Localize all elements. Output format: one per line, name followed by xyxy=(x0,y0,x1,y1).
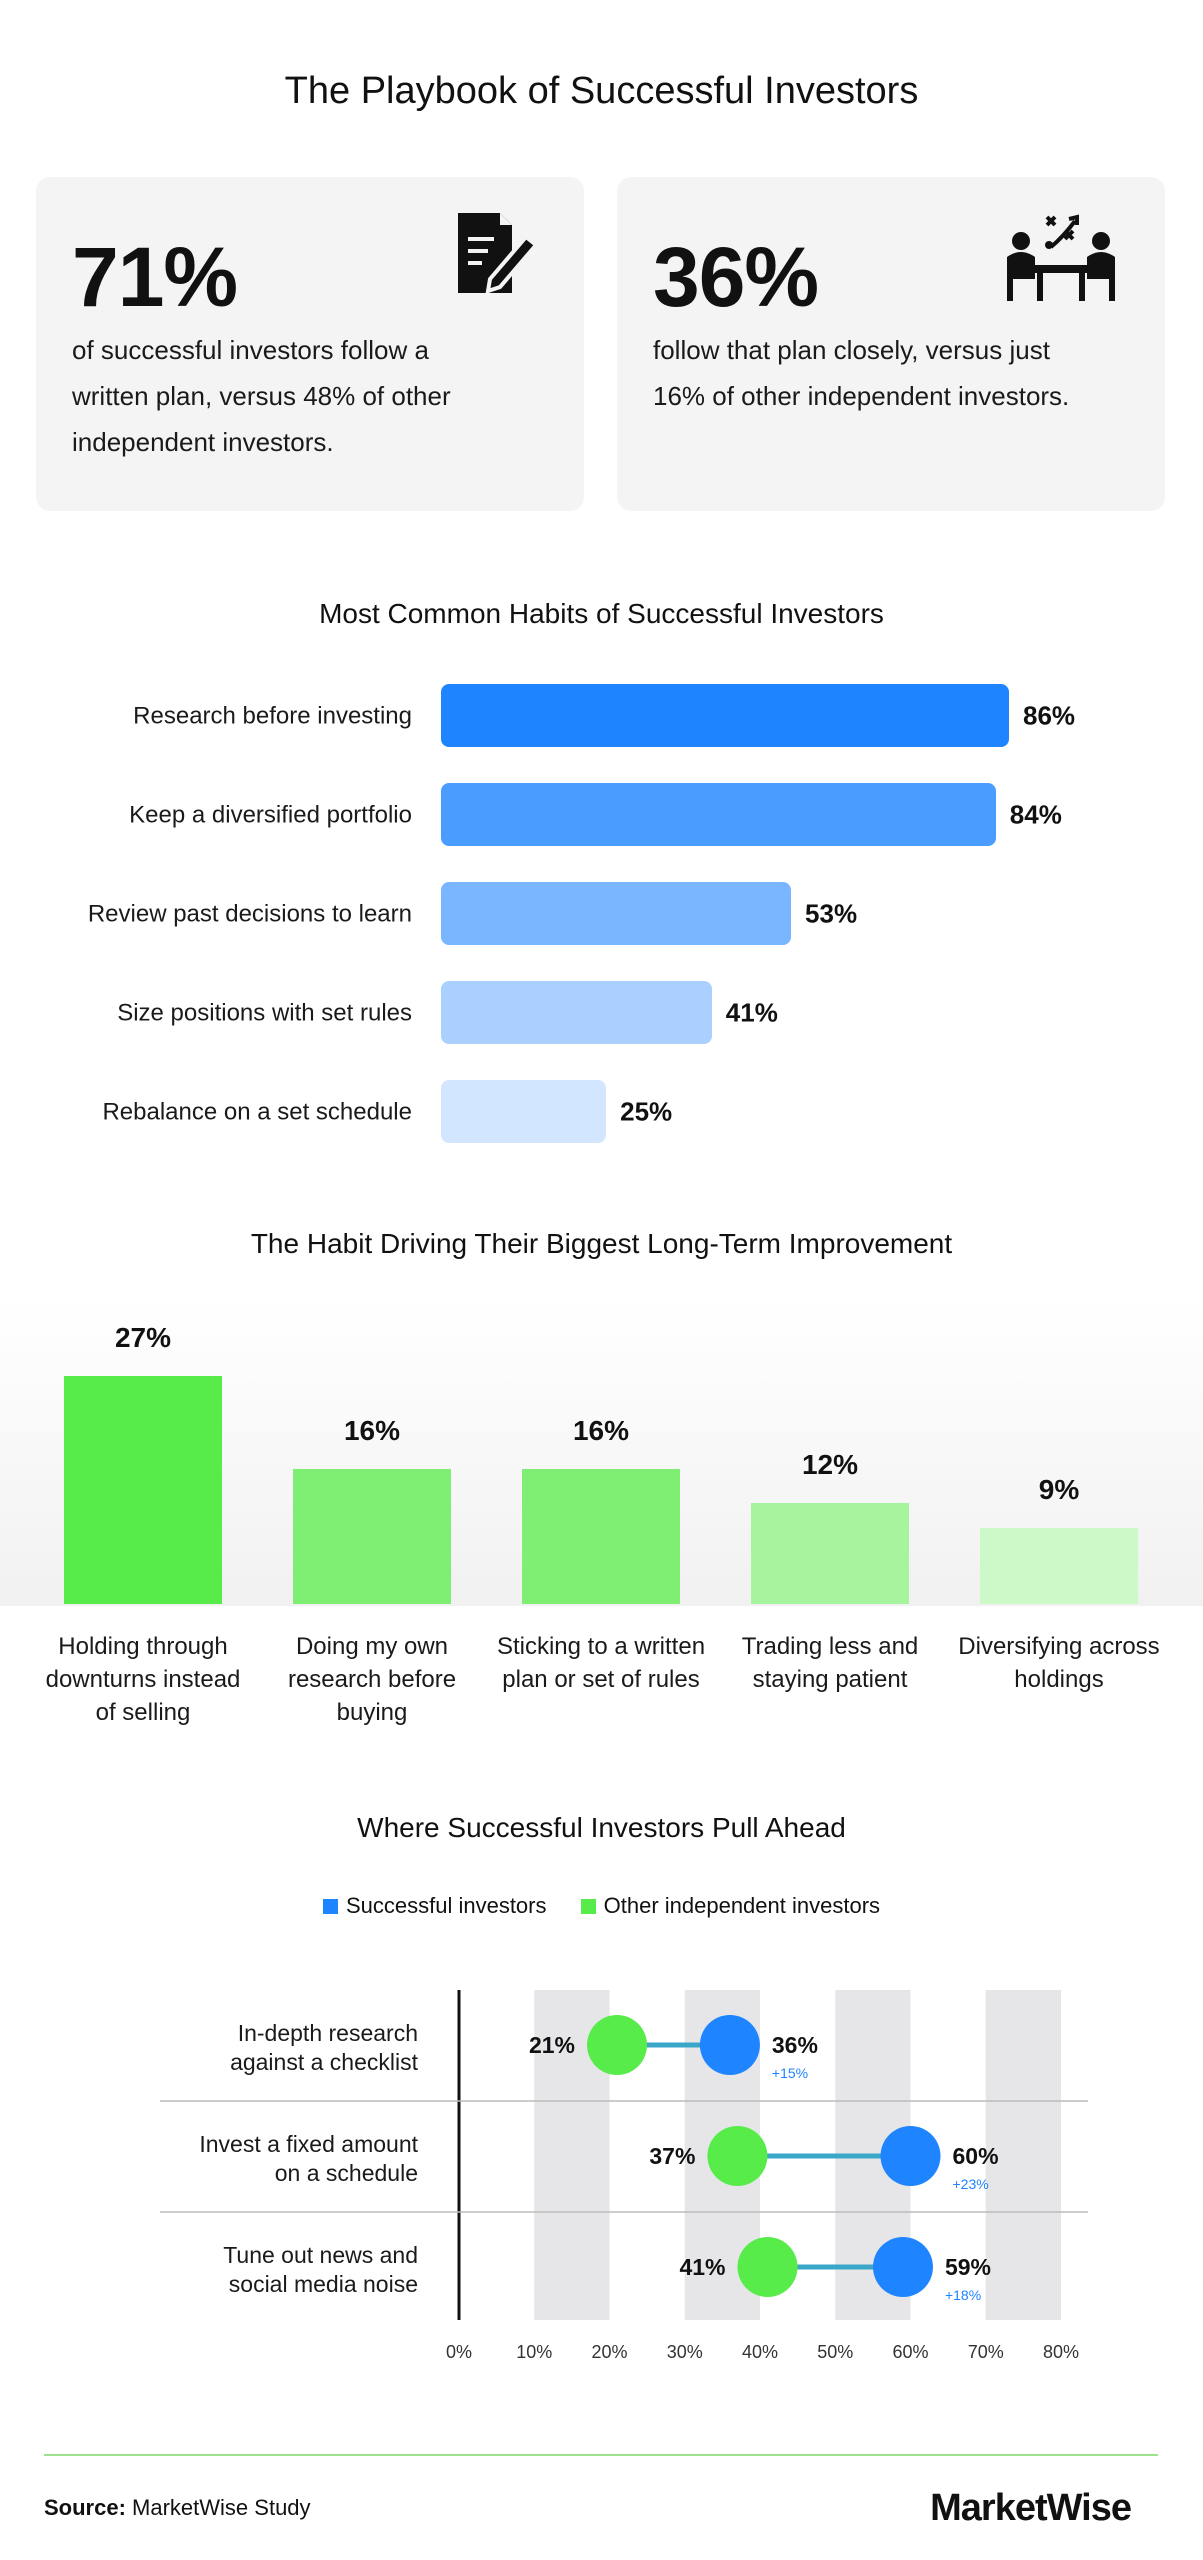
point-other-investors xyxy=(737,2237,798,2297)
stat-text: of successful investors follow a written… xyxy=(72,335,451,457)
x-tick-label: 80% xyxy=(1043,2342,1079,2362)
bar-value-label: 84% xyxy=(1009,799,1062,829)
legend-item-other: Other independent investors xyxy=(580,1893,881,1919)
footer-divider xyxy=(44,2454,1158,2456)
x-tick-label: 10% xyxy=(516,2342,552,2362)
point-other-investors xyxy=(587,2015,648,2075)
x-tick-label: 60% xyxy=(892,2342,928,2362)
column-category-label: Diversifying across holdings xyxy=(958,1633,1160,1693)
legend-item-successful: Successful investors xyxy=(322,1893,547,1919)
difference-label: +18% xyxy=(945,2287,981,2303)
written-plan-icon xyxy=(450,207,540,302)
other-value-label: 37% xyxy=(649,2143,695,2169)
x-tick-label: 20% xyxy=(591,2342,627,2362)
stat-value: 36% xyxy=(653,230,819,324)
point-successful-investors xyxy=(880,2126,941,2186)
column-value-label: 12% xyxy=(801,1448,859,1480)
column-category-label: Sticking to a written plan or set of rul… xyxy=(496,1633,706,1693)
legend-swatch-green xyxy=(580,1899,596,1914)
bar xyxy=(441,882,792,945)
difference-label: +23% xyxy=(953,2176,989,2192)
column xyxy=(980,1528,1138,1604)
bar xyxy=(441,981,712,1044)
stat-card-written-plan: 71% of successful investors follow a wri… xyxy=(36,177,584,511)
source-text: MarketWise Study xyxy=(132,2495,311,2520)
habits-chart-title: Most Common Habits of Successful Investo… xyxy=(319,598,884,629)
bar-category-label: Rebalance on a set schedule xyxy=(102,1098,412,1125)
successful-value-label: 60% xyxy=(953,2143,999,2169)
bar xyxy=(441,684,1009,747)
page-title: The Playbook of Successful Investors xyxy=(284,70,919,112)
column-category-label: Holding through downturns instead of sel… xyxy=(45,1633,241,1726)
stat-card-follow-plan: 36% follow that plan closely, versus jus… xyxy=(617,177,1165,511)
successful-value-label: 36% xyxy=(772,2032,818,2058)
x-tick-label: 30% xyxy=(667,2342,703,2362)
legend-swatch-blue xyxy=(322,1899,338,1914)
column xyxy=(522,1468,680,1604)
stat-value: 71% xyxy=(72,230,238,324)
x-tick-label: 50% xyxy=(817,2342,853,2362)
gridline-band xyxy=(985,1990,1061,2320)
bar-category-label: Size positions with set rules xyxy=(117,999,412,1026)
point-successful-investors xyxy=(872,2237,933,2297)
column-value-label: 16% xyxy=(343,1414,401,1446)
bar xyxy=(441,783,996,846)
x-tick-label: 0% xyxy=(446,2342,472,2362)
successful-value-label: 59% xyxy=(945,2254,991,2280)
legend-label: Other independent investors xyxy=(603,1893,881,1918)
row-category-label: Tune out news and social media noise xyxy=(223,2242,418,2297)
column xyxy=(64,1376,222,1604)
x-tick-label: 70% xyxy=(968,2342,1004,2362)
column xyxy=(751,1502,909,1604)
point-other-investors xyxy=(707,2126,768,2186)
point-successful-investors xyxy=(699,2015,760,2075)
bar-value-label: 53% xyxy=(805,898,858,928)
row-category-label: Invest a fixed amount on a schedule xyxy=(199,2131,418,2186)
brand-logo: MarketWise xyxy=(930,2487,1132,2529)
source-label: Source: xyxy=(44,2495,126,2520)
other-value-label: 21% xyxy=(529,2032,575,2058)
row-category-label: In-depth research against a checklist xyxy=(230,2020,419,2075)
column-value-label: 9% xyxy=(1038,1474,1080,1505)
bar-value-label: 41% xyxy=(725,997,778,1027)
stat-text: follow that plan closely, versus just 16… xyxy=(653,335,1070,411)
column-category-label: Doing my own research before buying xyxy=(287,1633,457,1726)
column-value-label: 27% xyxy=(114,1322,172,1353)
pull-ahead-dumbbell-chart: 0% 10% 20% 30% 40% 50% 60% 70% 80% In-depth resea… xyxy=(160,1990,1088,2362)
bar-value-label: 86% xyxy=(1023,700,1076,730)
strategy-meeting-icon xyxy=(1001,207,1121,312)
column xyxy=(293,1468,451,1604)
source-note: Source: MarketWise Study xyxy=(44,2495,311,2521)
column-value-label: 16% xyxy=(572,1414,630,1446)
difference-label: +15% xyxy=(772,2065,808,2081)
chart-legend: Successful investors Other independent i… xyxy=(0,1893,1203,1919)
improvement-chart-title: The Habit Driving Their Biggest Long-Ter… xyxy=(250,1228,953,1259)
bar-category-label: Keep a diversified portfolio xyxy=(129,801,412,828)
x-tick-label: 40% xyxy=(742,2342,778,2362)
other-value-label: 41% xyxy=(679,2254,725,2280)
column-category-label: Trading less and staying patient xyxy=(741,1633,919,1693)
bar xyxy=(441,1080,607,1143)
bar-category-label: Research before investing xyxy=(133,702,412,729)
legend-label: Successful investors xyxy=(345,1893,547,1918)
pull-ahead-chart-title: Where Successful Investors Pull Ahead xyxy=(357,1812,846,1843)
bar-category-label: Review past decisions to learn xyxy=(87,900,412,927)
bar-value-label: 25% xyxy=(620,1096,673,1126)
